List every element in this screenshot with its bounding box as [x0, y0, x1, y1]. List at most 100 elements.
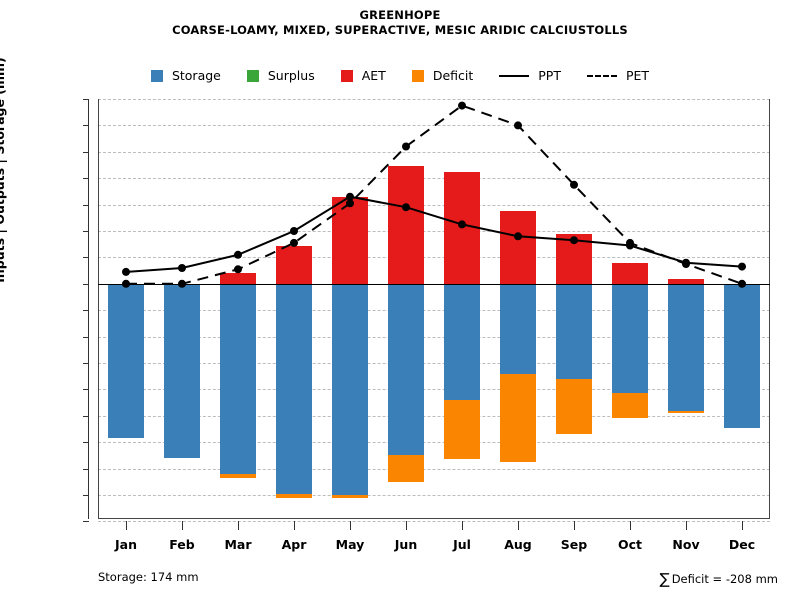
legend-item-ppt[interactable]: PPT: [499, 68, 561, 83]
legend-label: AET: [361, 68, 386, 83]
data-point-ppt: [570, 236, 578, 245]
line-pet: [126, 104, 743, 285]
x-tick-mark: [126, 521, 127, 530]
x-tick-label-mar: Mar: [224, 537, 252, 552]
x-tick-label-aug: Aug: [504, 537, 532, 552]
data-point-pet: [346, 199, 354, 208]
legend-label: PPT: [538, 68, 561, 83]
bar-segment-storage: [555, 283, 593, 379]
bar-segment-aet: [331, 196, 369, 284]
gridline: [98, 257, 770, 259]
data-point-ppt: [346, 192, 354, 201]
data-point-pet: [514, 121, 522, 130]
x-tick-mark: [742, 521, 743, 530]
legend-item-pet[interactable]: PET: [586, 68, 649, 83]
legend-item-aet[interactable]: AET: [340, 68, 386, 83]
bar-segment-storage: [387, 283, 425, 456]
y-tick-mark: [83, 310, 89, 312]
bar-segment-storage: [667, 283, 705, 411]
deficit-note-text: Deficit = -208 mm: [671, 572, 778, 586]
legend-swatch-icon: [246, 69, 259, 82]
legend-item-storage[interactable]: Storage: [150, 68, 221, 83]
legend-label: Surplus: [267, 68, 315, 83]
deficit-note: ∑ Deficit = -208 mm: [660, 570, 778, 588]
legend-swatch-icon: [340, 69, 353, 82]
plot-area: [98, 99, 770, 523]
gridline: [98, 468, 770, 470]
data-point-pet: [402, 142, 410, 151]
sigma-symbol: ∑: [659, 570, 670, 588]
bar-segment-storage: [163, 283, 201, 459]
legend-label: Deficit: [432, 68, 474, 83]
x-tick-mark: [462, 521, 463, 530]
data-point-pet: [178, 279, 186, 288]
gridline: [98, 415, 770, 417]
x-tick-mark: [294, 521, 295, 530]
data-point-pet: [122, 279, 130, 288]
x-tick-mark: [406, 521, 407, 530]
data-point-ppt: [514, 232, 522, 241]
y-axis-label: Inputs | Outputs | Storage (mm): [0, 57, 7, 283]
x-tick-mark: [518, 521, 519, 530]
gridline: [98, 178, 770, 180]
y-tick-mark: [83, 151, 89, 153]
gridline: [98, 99, 770, 100]
chart-title-block: GREENHOPE COARSE-LOAMY, MIXED, SUPERACTI…: [0, 8, 800, 38]
bar-segment-deficit: [219, 473, 257, 478]
bar-segment-deficit: [611, 393, 649, 419]
bar-segment-storage: [611, 283, 649, 394]
x-tick-label-dec: Dec: [728, 537, 756, 552]
legend-swatch-icon: [150, 69, 163, 82]
gridline: [98, 442, 770, 444]
bar-segment-storage: [499, 283, 537, 374]
y-tick-mark: [83, 495, 89, 496]
data-point-ppt: [738, 262, 746, 271]
line-ppt: [125, 195, 743, 273]
bar-segment-deficit: [443, 399, 481, 460]
x-tick-label-sep: Sep: [560, 537, 588, 552]
data-point-ppt: [458, 220, 466, 229]
bar-segment-deficit: [499, 373, 537, 462]
dashed-line-icon: [586, 74, 617, 77]
zero-baseline: [98, 283, 770, 285]
line-series-group: [122, 101, 746, 288]
gridline: [98, 495, 770, 496]
x-tick-mark: [182, 521, 183, 530]
x-tick-mark: [686, 521, 687, 530]
data-point-ppt: [402, 203, 410, 212]
y-tick-mark: [83, 204, 89, 206]
y-tick-mark: [83, 178, 89, 180]
y-tick-mark: [83, 468, 89, 470]
y-tick-mark: [83, 336, 89, 338]
x-tick-label-apr: Apr: [281, 537, 307, 552]
data-point-pet: [682, 260, 690, 268]
gridline: [98, 231, 770, 232]
data-point-pet: [738, 279, 746, 288]
bar-segment-aet: [611, 262, 649, 284]
data-point-ppt: [178, 264, 186, 272]
y-tick-mark: [83, 521, 89, 523]
x-tick-label-nov: Nov: [672, 537, 700, 552]
y-tick-mark: [83, 125, 89, 127]
y-tick-mark: [83, 415, 89, 417]
y-tick-mark: [83, 363, 89, 364]
data-point-ppt: [290, 227, 298, 235]
bar-segment-storage: [219, 283, 257, 474]
bar-segment-aet: [499, 211, 537, 284]
gridline: [98, 521, 770, 523]
legend-swatch-icon: [411, 69, 424, 82]
storage-note: Storage: 174 mm: [98, 570, 199, 584]
bar-segment-aet: [667, 278, 705, 284]
x-tick-label-oct: Oct: [617, 537, 643, 552]
legend-item-deficit[interactable]: Deficit: [411, 68, 474, 83]
bar-segment-storage: [723, 283, 761, 428]
data-point-pet: [458, 101, 466, 110]
gridline: [98, 204, 770, 206]
x-tick-label-feb: Feb: [169, 537, 195, 552]
x-tick-label-may: May: [335, 537, 365, 552]
data-point-pet: [570, 180, 578, 189]
legend-item-surplus[interactable]: Surplus: [246, 68, 315, 83]
y-tick-mark: [83, 99, 89, 100]
y-tick-mark: [83, 283, 89, 285]
